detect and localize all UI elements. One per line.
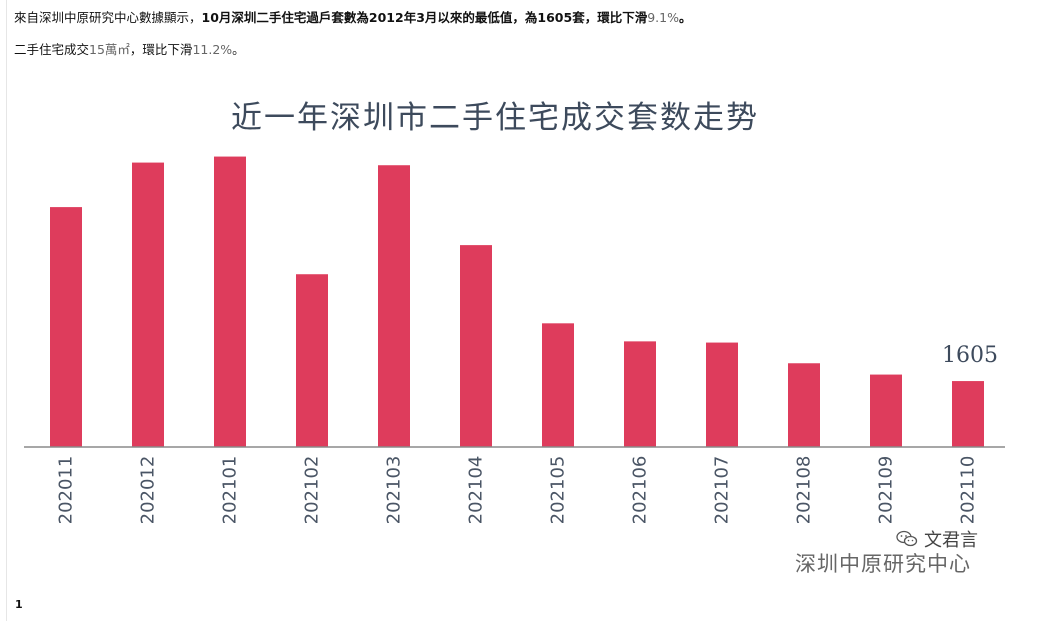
bar-202101 bbox=[214, 156, 246, 448]
para2-percent: 11.2% bbox=[192, 42, 233, 57]
x-tick-label-202109: 202109 bbox=[876, 456, 897, 525]
bar-202110 bbox=[952, 381, 984, 447]
x-tick-label-202104: 202104 bbox=[466, 456, 487, 525]
bar-202104 bbox=[460, 245, 492, 447]
x-tick-label-202101: 202101 bbox=[220, 456, 241, 525]
x-tick-label-202102: 202102 bbox=[302, 456, 323, 525]
para1-end: 。 bbox=[678, 10, 692, 25]
bar-202103 bbox=[378, 165, 410, 447]
bar-202107 bbox=[706, 342, 738, 447]
bar-202106 bbox=[624, 341, 656, 447]
bar-202109 bbox=[870, 374, 902, 447]
watermark-user: 文君言 bbox=[896, 526, 978, 552]
para1-lead: 來自深圳中原研究中心數據顯示， bbox=[14, 10, 202, 25]
page-number: 1 bbox=[15, 598, 23, 611]
bar-202011 bbox=[50, 207, 82, 447]
bar-202102 bbox=[296, 274, 328, 447]
x-tick-label-202110: 202110 bbox=[958, 456, 979, 525]
para2-end: 。 bbox=[232, 42, 245, 57]
bar-202105 bbox=[542, 323, 574, 447]
x-tick-label-202107: 202107 bbox=[712, 456, 733, 525]
para2-area: 15萬㎡ bbox=[89, 42, 130, 57]
watermark-user-name: 文君言 bbox=[924, 530, 978, 551]
x-tick-label-202106: 202106 bbox=[630, 456, 651, 525]
wechat-icon bbox=[896, 530, 918, 547]
article-paragraph-1: 來自深圳中原研究中心數據顯示，10月深圳二手住宅過戶套數為2012年3月以來的最… bbox=[14, 10, 691, 26]
x-tick-label-202108: 202108 bbox=[794, 456, 815, 525]
x-tick-label-202105: 202105 bbox=[548, 456, 569, 525]
para2-text: 二手住宅成交 bbox=[14, 42, 90, 57]
bar-202012 bbox=[132, 162, 164, 448]
chart-title: 近一年深圳市二手住宅成交套数走势 bbox=[231, 100, 759, 136]
x-tick-label-202011: 202011 bbox=[56, 456, 77, 525]
article-paragraph-2: 二手住宅成交15萬㎡，環比下滑11.2%。 bbox=[14, 42, 245, 58]
para1-bold: 10月深圳二手住宅過戶套數為2012年3月以來的最低值，為1605套，環比下滑 bbox=[201, 10, 648, 25]
bar-202108 bbox=[788, 363, 820, 447]
x-tick-label-202012: 202012 bbox=[138, 456, 159, 525]
para1-percent: 9.1% bbox=[647, 10, 679, 25]
x-tick-label-202103: 202103 bbox=[384, 456, 405, 525]
para2-mid: ，環比下滑 bbox=[129, 42, 193, 57]
data-label-202110: 1605 bbox=[942, 343, 998, 368]
watermark-source: 深圳中原研究中心 bbox=[795, 552, 971, 576]
left-border bbox=[6, 0, 7, 621]
